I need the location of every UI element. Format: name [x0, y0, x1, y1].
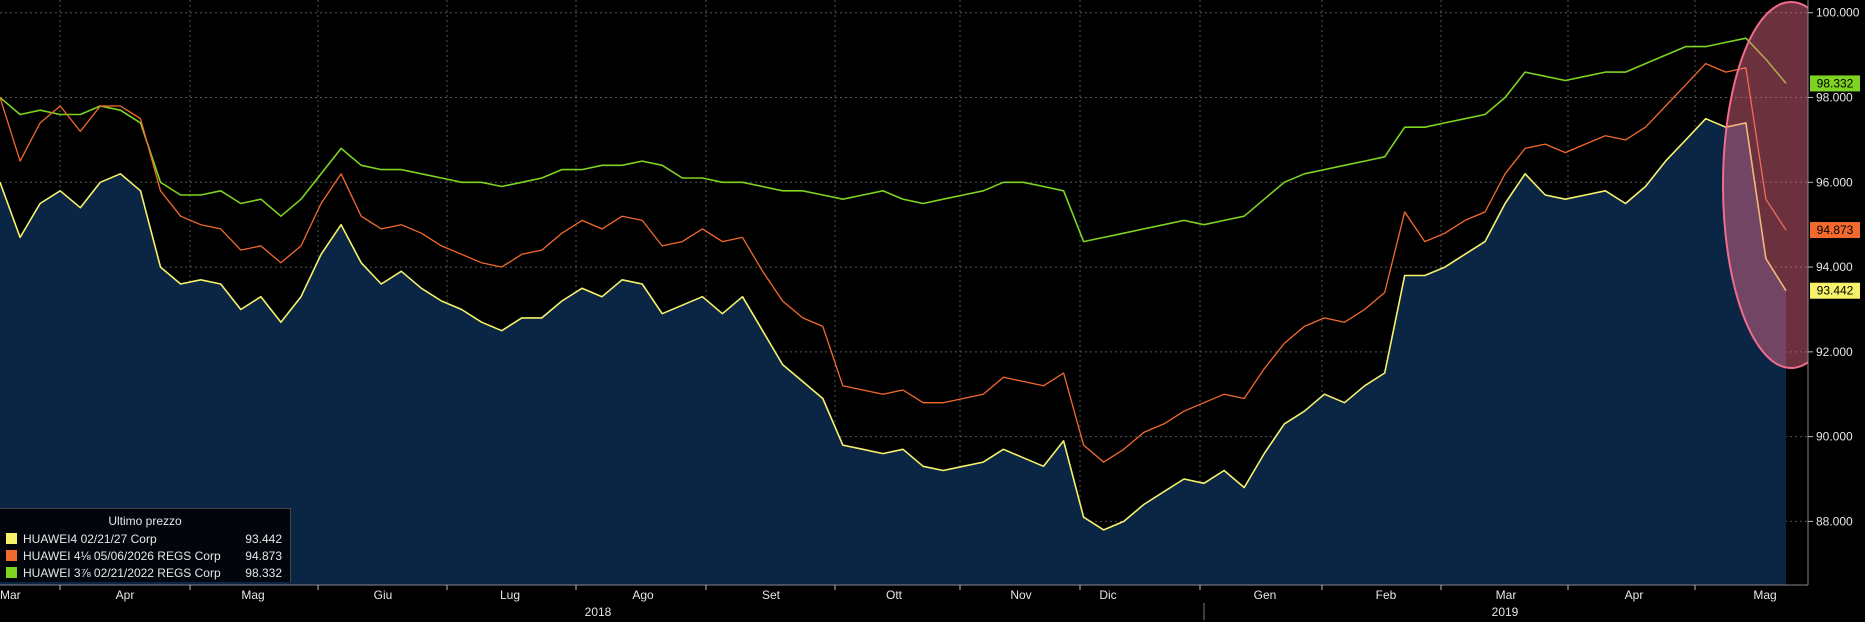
series-line-huawei-2022 — [0, 37, 1787, 243]
legend-entry: HUAWEI 3⅞ 02/21/2022 REGS Corp 98.332 — [0, 564, 290, 581]
last-value-badge — [1810, 75, 1860, 92]
x-tick-label: Nov — [1010, 588, 1031, 602]
y-tick-label: 100.000 — [1816, 6, 1860, 20]
legend-swatch — [6, 567, 17, 578]
legend-series-value: 94.873 — [245, 548, 282, 563]
x-tick-label: Ott — [886, 588, 903, 602]
legend-series-name: HUAWEI 4⅛ 05/06/2026 REGS Corp — [23, 548, 221, 563]
x-tick-label: Apr — [1625, 588, 1644, 602]
series-area-huawei4 — [0, 118, 1786, 585]
y-tick-label: 98.000 — [1816, 91, 1853, 105]
x-tick-label: Mag — [241, 588, 264, 602]
legend-entry: HUAWEI 4⅛ 05/06/2026 REGS Corp 94.873 — [0, 547, 290, 564]
legend: Ultimo prezzo HUAWEI4 02/21/27 Corp 93.4… — [0, 508, 291, 582]
year-label: 2018 — [585, 605, 612, 619]
y-tick-label: 92.000 — [1816, 345, 1853, 359]
last-value-badge-label: 98.332 — [1817, 76, 1854, 90]
x-tick-label: Mar — [0, 588, 21, 602]
year-label: 2019 — [1492, 605, 1519, 619]
last-value-badge — [1810, 282, 1860, 299]
legend-swatch — [6, 533, 17, 544]
x-tick-label: Mag — [1753, 588, 1776, 602]
x-tick-label: Feb — [1376, 588, 1397, 602]
legend-entry: HUAWEI4 02/21/27 Corp 93.442 — [0, 530, 290, 547]
legend-swatch — [6, 550, 17, 561]
series-line-huawei4-2027 — [0, 117, 1787, 531]
y-tick-label: 90.000 — [1816, 430, 1853, 444]
y-tick-label: 94.000 — [1816, 260, 1853, 274]
x-tick-label: Dic — [1099, 588, 1116, 602]
x-tick-label: Gen — [1254, 588, 1277, 602]
last-value-badge-label: 94.873 — [1817, 223, 1854, 237]
x-tick-label: Ago — [632, 588, 654, 602]
legend-title: Ultimo prezzo — [108, 514, 182, 528]
legend-series-value: 98.332 — [245, 565, 282, 580]
y-tick-label: 96.000 — [1816, 175, 1853, 189]
x-tick-label: Mar — [1496, 588, 1517, 602]
legend-series-name: HUAWEI4 02/21/27 Corp — [23, 531, 157, 546]
last-value-badge-label: 93.442 — [1817, 284, 1854, 298]
legend-series-name: HUAWEI 3⅞ 02/21/2022 REGS Corp — [23, 565, 221, 580]
y-tick-label: 88.000 — [1816, 514, 1853, 528]
series-layer — [0, 37, 1787, 585]
series-line-huawei-2026 — [0, 62, 1787, 463]
x-axis-background — [0, 585, 1865, 622]
x-tick-label: Lug — [500, 588, 520, 602]
x-tick-label: Set — [762, 588, 781, 602]
last-value-badge — [1810, 222, 1860, 239]
x-tick-label: Giu — [374, 588, 393, 602]
legend-series-value: 93.442 — [245, 531, 282, 546]
x-tick-label: Apr — [116, 588, 135, 602]
